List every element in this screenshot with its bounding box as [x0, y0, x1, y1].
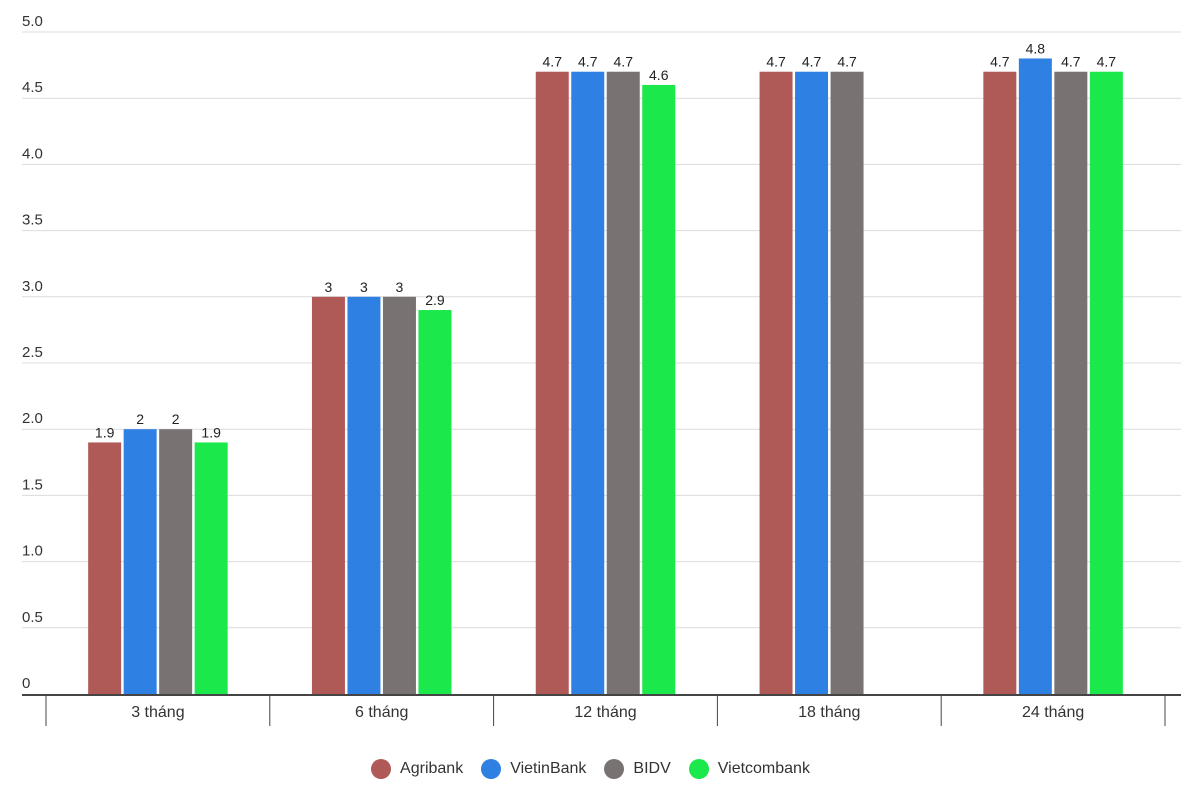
data-label: 1.9 [201, 424, 221, 440]
bar [194, 442, 228, 694]
data-label: 4.7 [802, 54, 822, 70]
y-tick-label: 4.0 [22, 145, 43, 162]
data-labels: 1.9 2 2 1.9 3 3 3 2.9 4.7 4.7 4.7 4.6 4.7 4.7 4.7 4.7 4.… [95, 40, 1116, 440]
bar [88, 442, 122, 694]
legend-label: BIDV [633, 760, 671, 777]
bar [830, 71, 864, 695]
legend-item[interactable]: VietinBank [481, 759, 586, 779]
bar [347, 296, 381, 694]
data-label: 4.7 [578, 54, 598, 70]
data-label: 4.7 [837, 54, 857, 70]
x-tick-label: 12 tháng [574, 704, 636, 721]
legend-swatch [604, 759, 625, 779]
legend-item[interactable]: Agribank [371, 759, 463, 779]
y-tick-label: 2.0 [22, 410, 43, 427]
data-label: 4.7 [614, 54, 634, 70]
data-label: 3 [325, 279, 333, 295]
bar [1089, 71, 1123, 695]
data-label: 4.7 [1061, 54, 1081, 70]
bar [311, 296, 345, 694]
bar [1018, 58, 1052, 695]
y-tick-label: 0 [22, 675, 30, 692]
data-label: 1.9 [95, 424, 115, 440]
legend-label: Agribank [400, 760, 464, 777]
data-label: 4.7 [1097, 54, 1117, 70]
bar [606, 71, 640, 695]
y-tick-label: 1.5 [22, 476, 43, 493]
bar [795, 71, 829, 695]
x-axis: 3 tháng 6 tháng 12 tháng 18 tháng 24 tháng [22, 694, 1181, 726]
x-tick-label: 24 tháng [1022, 704, 1084, 721]
data-label: 4.6 [649, 67, 669, 83]
data-label: 3 [396, 279, 404, 295]
bar [535, 71, 569, 695]
data-label: 3 [360, 279, 368, 295]
legend: Agribank VietinBank BIDV Vietcombank [0, 756, 1181, 782]
legend-swatch [688, 759, 709, 779]
bar [983, 71, 1017, 695]
x-tick-label: 6 tháng [355, 704, 408, 721]
y-tick-label: 5.0 [22, 13, 43, 30]
bar [123, 429, 157, 694]
bars [88, 58, 1123, 695]
y-tick-label: 3.0 [22, 278, 43, 295]
legend-label: Vietcombank [717, 760, 810, 777]
bar [382, 296, 416, 694]
legend-swatch [371, 759, 392, 779]
x-tick-label: 18 tháng [798, 704, 860, 721]
y-tick-label: 0.5 [22, 609, 43, 626]
data-label: 2 [172, 411, 180, 427]
y-tick-label: 3.5 [22, 212, 43, 229]
data-label: 2.9 [425, 292, 445, 308]
data-label: 4.7 [543, 54, 563, 70]
bar [418, 310, 452, 694]
y-tick-label: 2.5 [22, 344, 43, 361]
legend-label: VietinBank [510, 760, 587, 777]
bar [642, 84, 676, 694]
data-label: 2 [136, 411, 144, 427]
legend-item[interactable]: BIDV [604, 759, 671, 779]
data-label: 4.7 [990, 54, 1010, 70]
data-label: 4.8 [1026, 40, 1046, 56]
y-axis-ticks: 0 0.5 1.0 1.5 2.0 2.5 3.0 3.5 4.0 4.5 5.0 [22, 13, 43, 692]
x-tick-label: 3 tháng [131, 704, 184, 721]
data-label: 4.7 [766, 54, 786, 70]
y-tick-label: 4.5 [22, 79, 43, 96]
bar [1054, 71, 1088, 695]
bar [571, 71, 605, 695]
legend-item[interactable]: Vietcombank [688, 759, 810, 779]
bar [759, 71, 793, 695]
legend-swatch [481, 759, 502, 779]
bar [159, 429, 193, 694]
y-tick-label: 1.0 [22, 543, 43, 560]
